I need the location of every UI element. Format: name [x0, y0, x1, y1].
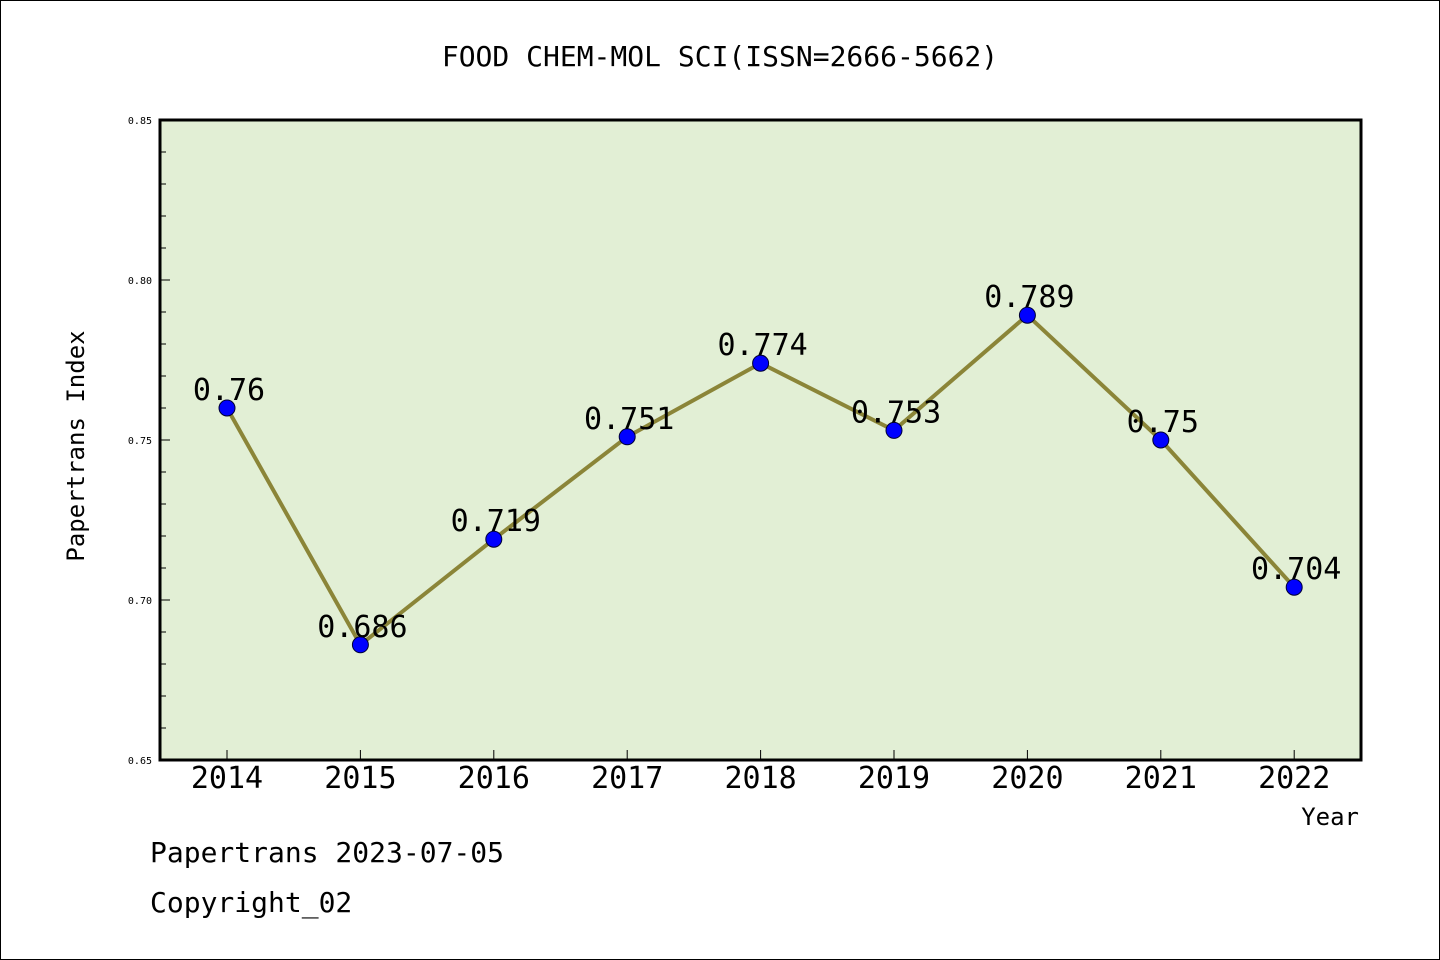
data-point — [1285, 578, 1303, 596]
data-label: 0.719 — [451, 504, 541, 539]
data-label: 0.75 — [1127, 405, 1199, 440]
x-tick-label: 2018 — [724, 761, 796, 796]
x-tick-label: 2015 — [324, 761, 396, 796]
data-point — [351, 636, 369, 654]
footer-date: Papertrans 2023-07-05 — [150, 836, 505, 869]
x-axis-label: Year — [1301, 803, 1359, 831]
data-markers — [218, 306, 1303, 654]
x-tick-label: 2014 — [191, 761, 263, 796]
y-axis: 0.65 0.70 0.75 0.80 0.85 — [128, 116, 170, 767]
y-tick-label: 0.70 — [128, 596, 152, 607]
y-tick-label: 0.65 — [128, 756, 152, 767]
data-point — [752, 354, 770, 372]
x-tick-label: 2020 — [991, 761, 1063, 796]
x-tick-label: 2017 — [591, 761, 663, 796]
y-tick-label: 0.80 — [128, 276, 152, 287]
data-labels: 0.76 0.686 0.719 0.751 0.774 0.753 0.789 0.75 0.… — [193, 280, 1341, 645]
x-tick-label: 2022 — [1258, 761, 1330, 796]
x-tick-label: 2016 — [458, 761, 530, 796]
data-point — [218, 399, 236, 417]
data-point — [485, 530, 503, 548]
data-label: 0.751 — [584, 402, 674, 437]
data-point — [618, 428, 636, 446]
x-axis: 2014 2015 2016 2017 2018 2019 2020 2021 2022 — [191, 750, 1330, 796]
data-point — [1018, 306, 1036, 324]
y-tick-label: 0.75 — [128, 436, 152, 447]
data-label: 0.789 — [984, 280, 1074, 315]
y-axis-label: Papertrans Index — [62, 330, 90, 561]
footer-copyright: Copyright_02 — [150, 886, 353, 919]
y-tick-label: 0.85 — [128, 116, 152, 127]
data-label: 0.686 — [317, 610, 407, 645]
chart-title: FOOD CHEM-MOL SCI(ISSN=2666-5662) — [442, 40, 998, 73]
plot-area — [158, 118, 1363, 762]
data-label: 0.753 — [851, 395, 941, 430]
data-point — [1152, 431, 1170, 449]
data-point — [885, 421, 903, 439]
x-tick-label: 2019 — [858, 761, 930, 796]
data-label: 0.76 — [193, 373, 265, 408]
data-label: 0.774 — [717, 328, 807, 363]
data-label: 0.704 — [1251, 552, 1341, 587]
x-tick-label: 2021 — [1125, 761, 1197, 796]
